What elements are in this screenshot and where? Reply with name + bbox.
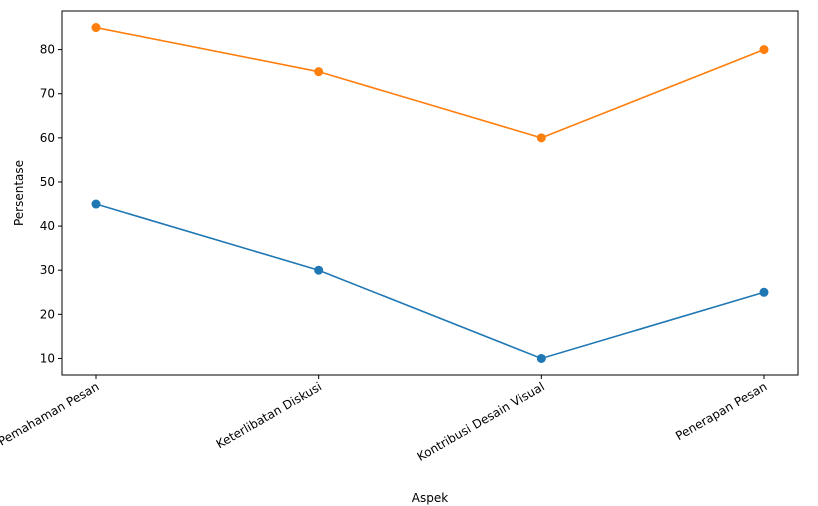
series-0 <box>91 199 769 363</box>
x-tick-label: Penerapan Pesan <box>673 379 769 443</box>
data-point <box>91 199 101 209</box>
data-point <box>91 23 101 33</box>
plot-frame <box>61 10 799 376</box>
y-tick-label: 70 <box>40 87 55 101</box>
series-1 <box>91 23 769 143</box>
data-point <box>759 287 769 297</box>
series-layer <box>91 23 769 363</box>
y-axis-title: Persentase <box>12 160 26 226</box>
data-point <box>314 67 324 77</box>
data-point <box>536 133 546 143</box>
series-line <box>95 26 765 139</box>
series-line <box>95 203 765 360</box>
data-point <box>536 353 546 363</box>
data-point <box>314 265 324 275</box>
x-tick-label: Kontribusi Desain Visual <box>415 379 547 463</box>
x-axis-title: Aspek <box>412 491 448 505</box>
y-tick-label: 80 <box>40 43 55 57</box>
x-tick-label: Keterlibatan Diskusi <box>214 379 324 451</box>
y-tick-label: 30 <box>40 263 55 277</box>
data-point <box>759 45 769 55</box>
y-tick-label: 20 <box>40 307 55 321</box>
y-tick-label: 10 <box>40 351 55 365</box>
y-axis: 10 20 30 40 50 60 70 80 <box>40 43 62 365</box>
y-tick-label: 40 <box>40 219 55 233</box>
x-axis: Pemahaman Pesan Keterlibatan Diskusi Kontr… <box>0 375 770 464</box>
y-tick-label: 60 <box>40 131 55 145</box>
x-tick-label: Pemahaman Pesan <box>0 379 101 448</box>
y-tick-label: 50 <box>40 175 55 189</box>
